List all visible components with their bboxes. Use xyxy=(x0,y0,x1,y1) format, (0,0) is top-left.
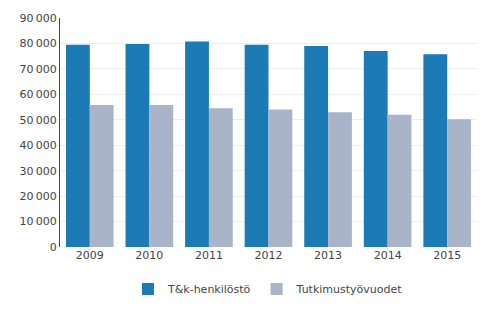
svg-text:10 000: 10 000 xyxy=(20,215,57,228)
svg-text:30 000: 30 000 xyxy=(20,165,57,178)
svg-text:20 000: 20 000 xyxy=(20,190,57,203)
svg-text:90 000: 90 000 xyxy=(20,12,57,25)
svg-text:80 000: 80 000 xyxy=(20,37,57,50)
svg-text:2013: 2013 xyxy=(314,249,342,262)
svg-text:T&k-henkilöstö: T&k-henkilöstö xyxy=(167,283,251,296)
svg-text:2014: 2014 xyxy=(374,249,402,262)
svg-text:Tutkimustyövuodet: Tutkimustyövuodet xyxy=(296,283,403,296)
svg-text:2009: 2009 xyxy=(76,249,104,262)
svg-text:2012: 2012 xyxy=(255,249,283,262)
svg-text:50 000: 50 000 xyxy=(20,114,57,127)
svg-text:60 000: 60 000 xyxy=(20,88,57,101)
svg-text:70 000: 70 000 xyxy=(20,63,57,76)
svg-text:0: 0 xyxy=(50,241,57,254)
svg-text:2015: 2015 xyxy=(433,249,461,262)
svg-text:2010: 2010 xyxy=(135,249,163,262)
svg-text:40 000: 40 000 xyxy=(20,139,57,152)
svg-text:2011: 2011 xyxy=(195,249,223,262)
